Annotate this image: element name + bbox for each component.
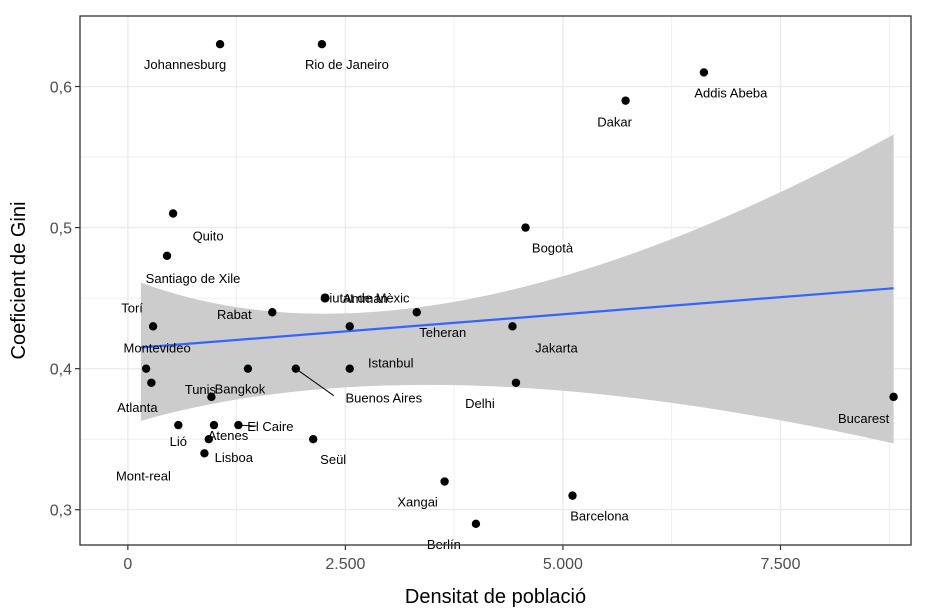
label-xangai: Xangai <box>397 495 438 510</box>
label-bogota: Bogotà <box>532 241 574 256</box>
label-tunis: Tunis <box>185 382 217 397</box>
point-seul <box>309 435 318 444</box>
label-berlin: Berlín <box>427 537 461 552</box>
y-axis: 0,3 0,4 0,5 0,6 <box>50 80 80 520</box>
label-jakarta: Jakarta <box>535 340 578 355</box>
point-addis-abeba <box>699 68 709 77</box>
label-bucarest: Bucarest <box>838 411 890 426</box>
point-bogota <box>521 223 530 232</box>
point-jakarta <box>508 322 517 331</box>
point-rabat <box>268 308 277 317</box>
point-tori <box>148 322 158 331</box>
label-bangkok: Bangkok <box>215 382 266 397</box>
point-ciutat-de-mexic <box>345 322 354 331</box>
label-quito: Quito <box>193 228 224 243</box>
label-el-caire: El Caire <box>247 419 293 434</box>
point-istanbul <box>345 364 354 373</box>
label-atlanta: Atlanta <box>117 400 158 415</box>
y-tick-label: 0,5 <box>50 221 72 238</box>
label-johannesburg: Johannesburg <box>144 57 226 72</box>
y-tick-label: 0,3 <box>50 503 72 520</box>
label-lisboa: Lisboa <box>215 450 254 465</box>
confidence-band <box>140 134 894 444</box>
label-santiago-de-xile: Santiago de Xile <box>146 271 241 286</box>
point-quito <box>168 209 178 218</box>
x-tick-label: 7.500 <box>760 556 800 573</box>
y-axis-title: Coeficient de Gini <box>8 202 30 360</box>
y-tick-label: 0,6 <box>50 80 72 97</box>
point-mont-real <box>200 449 209 458</box>
x-axis-title: Densitat de població <box>405 586 586 608</box>
label-barcelona: Barcelona <box>570 509 629 524</box>
label-tori: Torí <box>121 300 143 315</box>
label-lio: Lió <box>170 434 187 449</box>
point-atlanta <box>147 378 156 387</box>
y-tick-label: 0,4 <box>50 362 72 379</box>
point-teheran <box>412 308 421 317</box>
x-tick-label: 2.500 <box>325 556 365 573</box>
label-atenes: Atenes <box>208 428 249 443</box>
label-amman: Amman <box>343 291 388 306</box>
label-ciutat-de-mexic: Ciutat de Mèxic <box>320 290 410 305</box>
label-delhi: Delhi <box>465 396 495 411</box>
point-dakar <box>621 96 630 105</box>
label-addis-abeba: Addis Abeba <box>694 85 768 100</box>
label-istanbul: Istanbul <box>368 356 414 371</box>
label-rabat: Rabat <box>217 307 252 322</box>
x-tick-label: 0 <box>123 556 132 573</box>
point-santiago-de-xile <box>162 251 172 261</box>
point-lisboa <box>204 435 213 444</box>
plot-panel-border <box>79 15 912 546</box>
point-montevideo <box>141 364 151 373</box>
point-atenes <box>209 420 219 430</box>
label-buenos-aires: Buenos Aires <box>345 391 422 406</box>
x-tick-label: 5.000 <box>543 556 583 573</box>
point-labels: Johannesburg Rio de Janeiro Addis Abeba Dak… <box>116 57 890 552</box>
point-bangkok <box>243 364 253 373</box>
data-points <box>141 40 898 529</box>
point-barcelona <box>568 491 577 500</box>
leader-buenos-aires <box>295 368 335 397</box>
point-johannesburg <box>215 40 225 49</box>
x-axis: 0 2.500 5.000 7.500 <box>123 545 801 573</box>
point-amman <box>321 293 330 303</box>
point-lio <box>174 420 183 430</box>
label-seul: Seül <box>320 452 346 467</box>
regression-line <box>140 287 894 349</box>
label-rio-de-janeiro: Rio de Janeiro <box>305 57 389 72</box>
point-el-caire <box>234 420 243 430</box>
point-tunis <box>207 392 216 402</box>
point-berlin <box>471 519 481 529</box>
point-xangai <box>440 477 449 486</box>
label-mont-real: Mont-real <box>116 468 171 483</box>
point-buenos-aires <box>291 364 300 373</box>
label-dakar: Dakar <box>597 115 632 130</box>
label-teheran: Teheran <box>419 325 466 340</box>
point-rio-de-janeiro <box>317 40 327 49</box>
point-delhi <box>511 378 521 387</box>
label-montevideo: Montevideo <box>124 341 191 356</box>
point-bucarest <box>889 392 898 402</box>
